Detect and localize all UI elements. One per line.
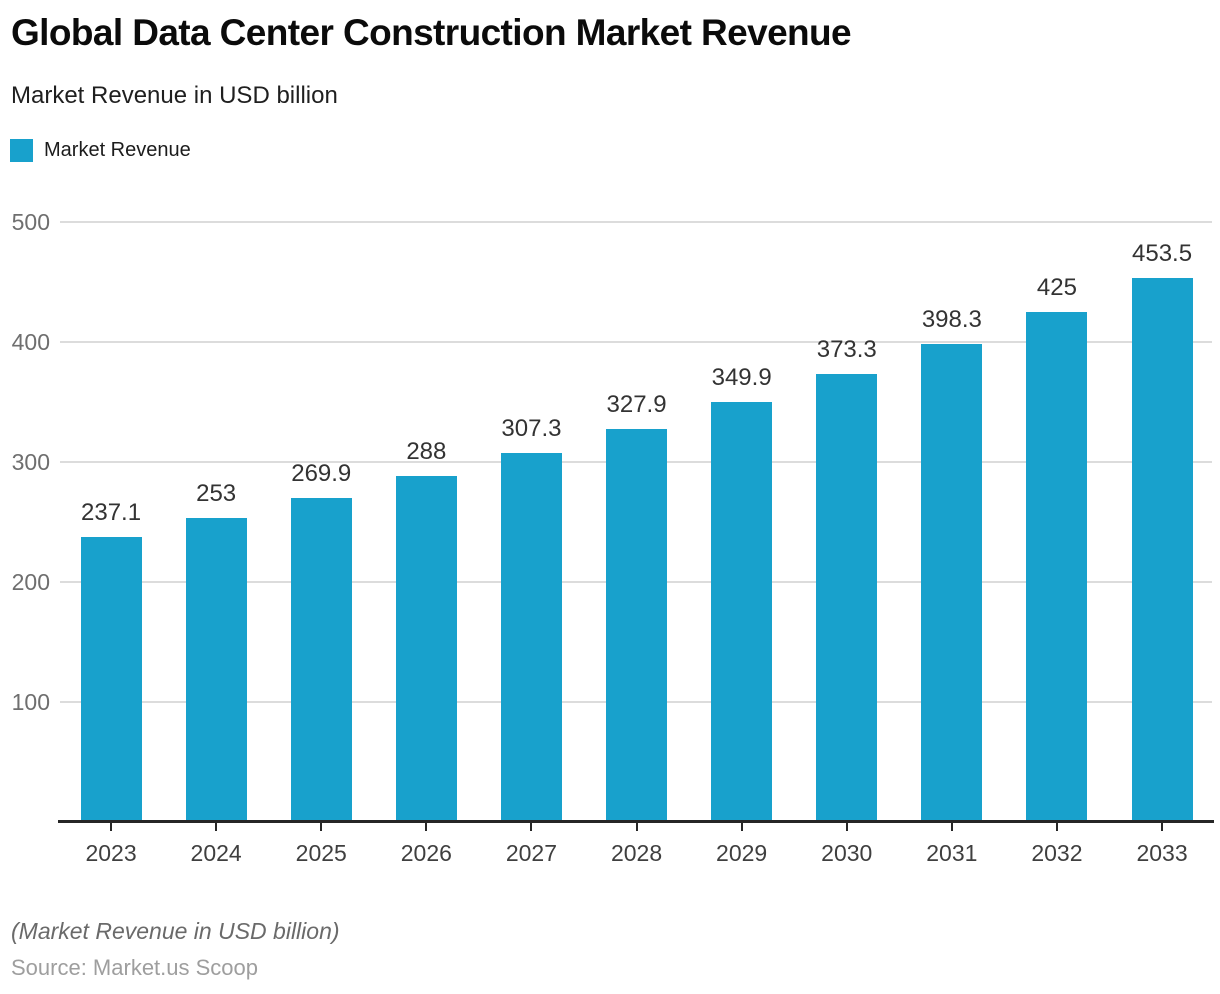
y-axis-tick-label: 500: [11, 209, 50, 235]
y-axis-tick-label: 200: [11, 569, 50, 595]
unit-note: (Market Revenue in USD billion): [11, 918, 340, 944]
bar-value-label: 288: [406, 438, 447, 466]
bar-value-label: 253: [196, 480, 237, 508]
legend-swatch-icon: [10, 139, 33, 162]
x-axis-tick-label: 2033: [1136, 840, 1188, 866]
x-axis-tick-label: 2030: [821, 840, 873, 866]
y-axis-tick-label: 100: [11, 689, 50, 715]
bar-2032: [1026, 312, 1088, 822]
gridline: [60, 221, 1212, 223]
x-axis-tick-label: 2024: [190, 840, 242, 866]
x-axis-tick: [845, 823, 848, 831]
bar-value-label: 269.9: [291, 460, 352, 488]
x-axis-tick: [635, 823, 638, 831]
bar-2029: [711, 402, 773, 822]
x-axis-tick: [1161, 823, 1164, 831]
legend-item-label: Market Revenue: [44, 139, 191, 161]
x-axis-tick-label: 2026: [400, 840, 452, 866]
x-axis-tick-label: 2025: [295, 840, 347, 866]
x-axis-tick-label: 2029: [716, 840, 768, 866]
y-axis-tick-label: 300: [11, 449, 50, 475]
bar-2028: [606, 428, 668, 822]
bar-value-label: 453.5: [1132, 239, 1193, 267]
x-axis-tick: [110, 823, 113, 831]
y-axis-tick-label: 400: [11, 329, 50, 355]
x-axis-tick-label: 2027: [505, 840, 558, 866]
bar-2030: [816, 374, 878, 822]
plot-area: 100 200 300 400 500 237.1 2023 253 2024 269.9 2025…: [11, 209, 1214, 866]
x-axis-tick: [530, 823, 533, 831]
x-axis-tick-label: 2031: [926, 840, 978, 866]
x-axis-tick: [215, 823, 218, 831]
bar-value-label: 349.9: [711, 364, 772, 392]
chart-title: Global Data Center Construction Market R…: [11, 12, 852, 53]
bar-value-label: 425: [1036, 274, 1077, 301]
bar-2025: [290, 498, 352, 822]
bar-value-label: 307.3: [501, 415, 562, 443]
x-axis-tick-label: 2028: [610, 840, 663, 866]
bar-2026: [395, 476, 457, 822]
bar-2031: [921, 344, 983, 822]
x-axis-tick: [1055, 823, 1058, 831]
bar-value-label: 373.3: [816, 336, 877, 364]
bar-value-label: 237.1: [81, 499, 142, 527]
legend: Market Revenue: [10, 139, 191, 162]
bar-value-label: 398.3: [921, 306, 982, 334]
source-credit: Source: Market.us Scoop: [11, 955, 259, 980]
x-axis-tick: [950, 823, 953, 831]
x-axis-line: [58, 820, 1214, 823]
x-axis-tick-label: 2032: [1031, 840, 1083, 866]
gridline: [60, 341, 1212, 343]
bar-2033: [1131, 277, 1193, 822]
x-axis-tick: [320, 823, 323, 831]
x-axis-tick: [425, 823, 428, 831]
x-axis-tick: [740, 823, 743, 831]
x-axis-tick-label: 2023: [85, 840, 137, 866]
bar-2023: [80, 537, 142, 822]
legend-item: Market Revenue: [10, 139, 191, 162]
bar-value-label: 327.9: [606, 390, 667, 418]
bar-2024: [185, 518, 247, 822]
chart-subtitle: Market Revenue in USD billion: [11, 82, 338, 109]
bar-2027: [500, 453, 562, 822]
